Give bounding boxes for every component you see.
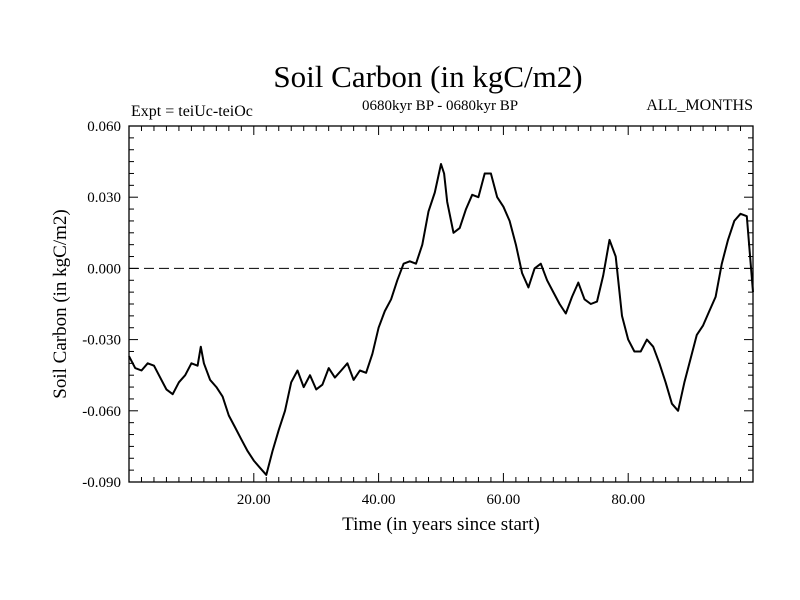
series-line-1 <box>128 163 754 476</box>
y-tick-label: -0.090 <box>82 475 121 491</box>
x-tick-label: 80.00 <box>611 492 645 508</box>
y-tick-label: 0.060 <box>87 119 121 135</box>
y-axis-label: Soil Carbon (in kgC/m2) <box>50 209 71 398</box>
x-tick-label: 20.00 <box>237 492 271 508</box>
chart-subtitle: 0680kyr BP - 0680kyr BP <box>362 98 518 114</box>
x-tick-label: 40.00 <box>362 492 396 508</box>
series-layer <box>128 163 754 476</box>
x-tick-label: 60.00 <box>487 492 521 508</box>
x-axis-label: Time (in years since start) <box>342 514 540 535</box>
expt-label: Expt = teiUc-teiOc <box>131 103 253 120</box>
y-tick-label: 0.000 <box>87 261 121 277</box>
chart-title: Soil Carbon (in kgC/m2) <box>273 59 582 94</box>
y-tick-label: 0.030 <box>87 190 121 206</box>
axis-layer: 20.00 40.00 60.00 80.00 -0.090 -0.060 -0.030 0.… <box>82 119 753 508</box>
plot-frame <box>128 125 754 483</box>
y-tick-label: -0.060 <box>82 404 121 420</box>
y-tick-label: -0.030 <box>82 333 121 349</box>
months-label: ALL_MONTHS <box>646 97 753 114</box>
